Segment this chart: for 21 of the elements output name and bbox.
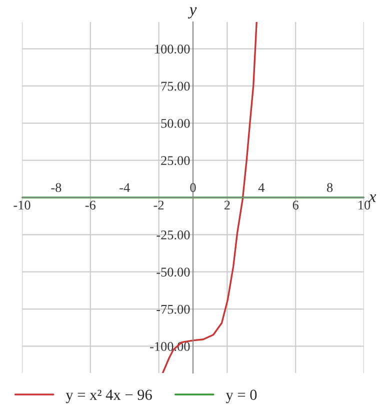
x2-tick-label: 4 <box>258 183 264 192</box>
x2-tick-label: -8 <box>51 183 62 192</box>
y-tick-label: -25.00 <box>156 230 190 240</box>
y-tick-label: -75.00 <box>156 304 190 314</box>
x-tick-label: -10 <box>14 200 30 210</box>
x-tick-label: 10 <box>358 200 370 210</box>
x-tick-label: 6 <box>292 200 299 210</box>
x2-tick-label: 8 <box>327 183 333 192</box>
legend-label: y = x² 4x − 96 <box>66 390 152 404</box>
y-tick-label: 50.00 <box>161 118 190 128</box>
y-tick-label: 75.00 <box>161 82 190 91</box>
x2-tick-label: -4 <box>120 183 130 192</box>
y-axis-title: y <box>188 7 197 18</box>
x-tick-label: 2 <box>224 200 230 210</box>
x-tick-label: -2 <box>154 200 164 210</box>
y-tick-label: -50.00 <box>156 268 190 277</box>
y-tick-label: 100.00 <box>155 44 190 54</box>
y-tick-label: 25.00 <box>161 156 190 166</box>
x-tick-label: -6 <box>85 200 96 210</box>
x-axis-title: x <box>368 194 376 202</box>
legend-label: y = 0 <box>226 390 257 404</box>
